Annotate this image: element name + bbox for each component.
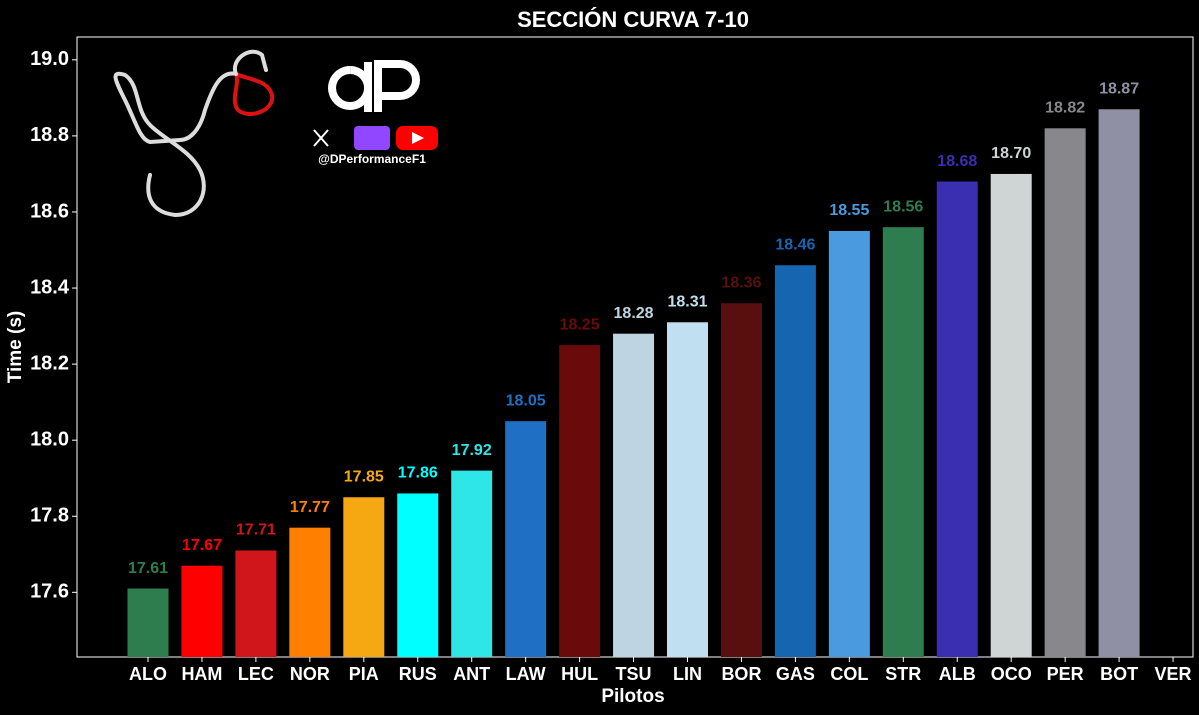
bar xyxy=(882,227,924,657)
bar xyxy=(235,550,277,657)
y-tick-label: 18.4 xyxy=(30,276,70,298)
bar xyxy=(613,333,655,657)
x-tick-label: LAW xyxy=(506,664,546,684)
bar xyxy=(936,181,978,658)
x-tick-label: ANT xyxy=(453,664,490,684)
track-map xyxy=(113,49,275,218)
x-tick-label: RUS xyxy=(399,664,437,684)
value-label: 17.77 xyxy=(290,499,330,516)
bar xyxy=(505,421,547,657)
bar xyxy=(667,322,708,657)
bar xyxy=(559,345,601,657)
x-tick-label: TSU xyxy=(616,664,652,684)
logo: @DPerformanceF1 xyxy=(313,60,438,166)
x-tick-label: PER xyxy=(1047,664,1084,684)
y-tick-label: 19.0 xyxy=(30,48,69,70)
x-tick-label: BOR xyxy=(721,664,761,684)
bar xyxy=(1044,128,1086,658)
watermark: @DPerformanceF1 xyxy=(318,152,426,166)
x-tick-label: GAS xyxy=(776,664,815,684)
bar xyxy=(127,588,169,657)
value-label: 17.71 xyxy=(236,522,276,539)
x-tick-label: HUL xyxy=(561,664,598,684)
bar xyxy=(828,230,870,657)
value-label: 18.87 xyxy=(1099,80,1139,97)
bar xyxy=(397,493,439,657)
value-label: 18.82 xyxy=(1045,100,1085,117)
bar xyxy=(451,470,493,657)
x-tick-label: VER xyxy=(1155,664,1192,684)
value-label: 18.05 xyxy=(506,392,546,409)
bar xyxy=(1098,109,1140,657)
x-tick-label: STR xyxy=(885,664,921,684)
value-label: 17.67 xyxy=(182,537,222,554)
value-label: 17.86 xyxy=(398,465,438,482)
x-tick-label: OCO xyxy=(991,664,1032,684)
value-label: 18.31 xyxy=(667,293,707,310)
y-tick-label: 18.8 xyxy=(30,124,69,146)
bar xyxy=(181,565,223,657)
value-label: 17.85 xyxy=(344,468,384,485)
value-label: 18.28 xyxy=(614,305,654,322)
y-axis-label: Time (s) xyxy=(5,311,26,384)
x-tick-label: PIA xyxy=(349,664,379,684)
y-tick-label: 17.6 xyxy=(30,581,69,603)
bar xyxy=(990,173,1032,658)
x-tick-label: LEC xyxy=(238,664,274,684)
x-tick-label: BOT xyxy=(1100,664,1138,684)
x-tick-label: ALB xyxy=(939,664,976,684)
value-label: 18.70 xyxy=(991,145,1031,162)
x-tick-label: ALO xyxy=(129,664,167,684)
y-tick-label: 17.8 xyxy=(30,505,69,527)
value-label: 18.56 xyxy=(883,198,923,215)
y-tick-label: 18.6 xyxy=(30,200,69,222)
bar xyxy=(343,497,385,657)
y-tick-label: 18.2 xyxy=(30,352,69,374)
value-label: 17.92 xyxy=(452,442,492,459)
chart-title: SECCIÓN CURVA 7-10 xyxy=(517,7,749,32)
value-label: 18.68 xyxy=(937,153,977,170)
x-tick-label: NOR xyxy=(290,664,330,684)
y-tick-label: 18.0 xyxy=(30,428,69,450)
x-axis-label: Pilotos xyxy=(601,686,664,707)
x-tick-label: HAM xyxy=(181,664,222,684)
x-tick-label: LIN xyxy=(673,664,702,684)
value-label: 18.55 xyxy=(829,202,869,219)
value-label: 18.36 xyxy=(721,274,761,291)
value-label: 18.46 xyxy=(775,236,815,253)
bar xyxy=(289,527,331,657)
x-tick-label: COL xyxy=(830,664,868,684)
value-label: 18.25 xyxy=(560,316,600,333)
value-label: 17.61 xyxy=(128,560,168,577)
bar xyxy=(720,303,762,657)
bar xyxy=(774,265,816,657)
